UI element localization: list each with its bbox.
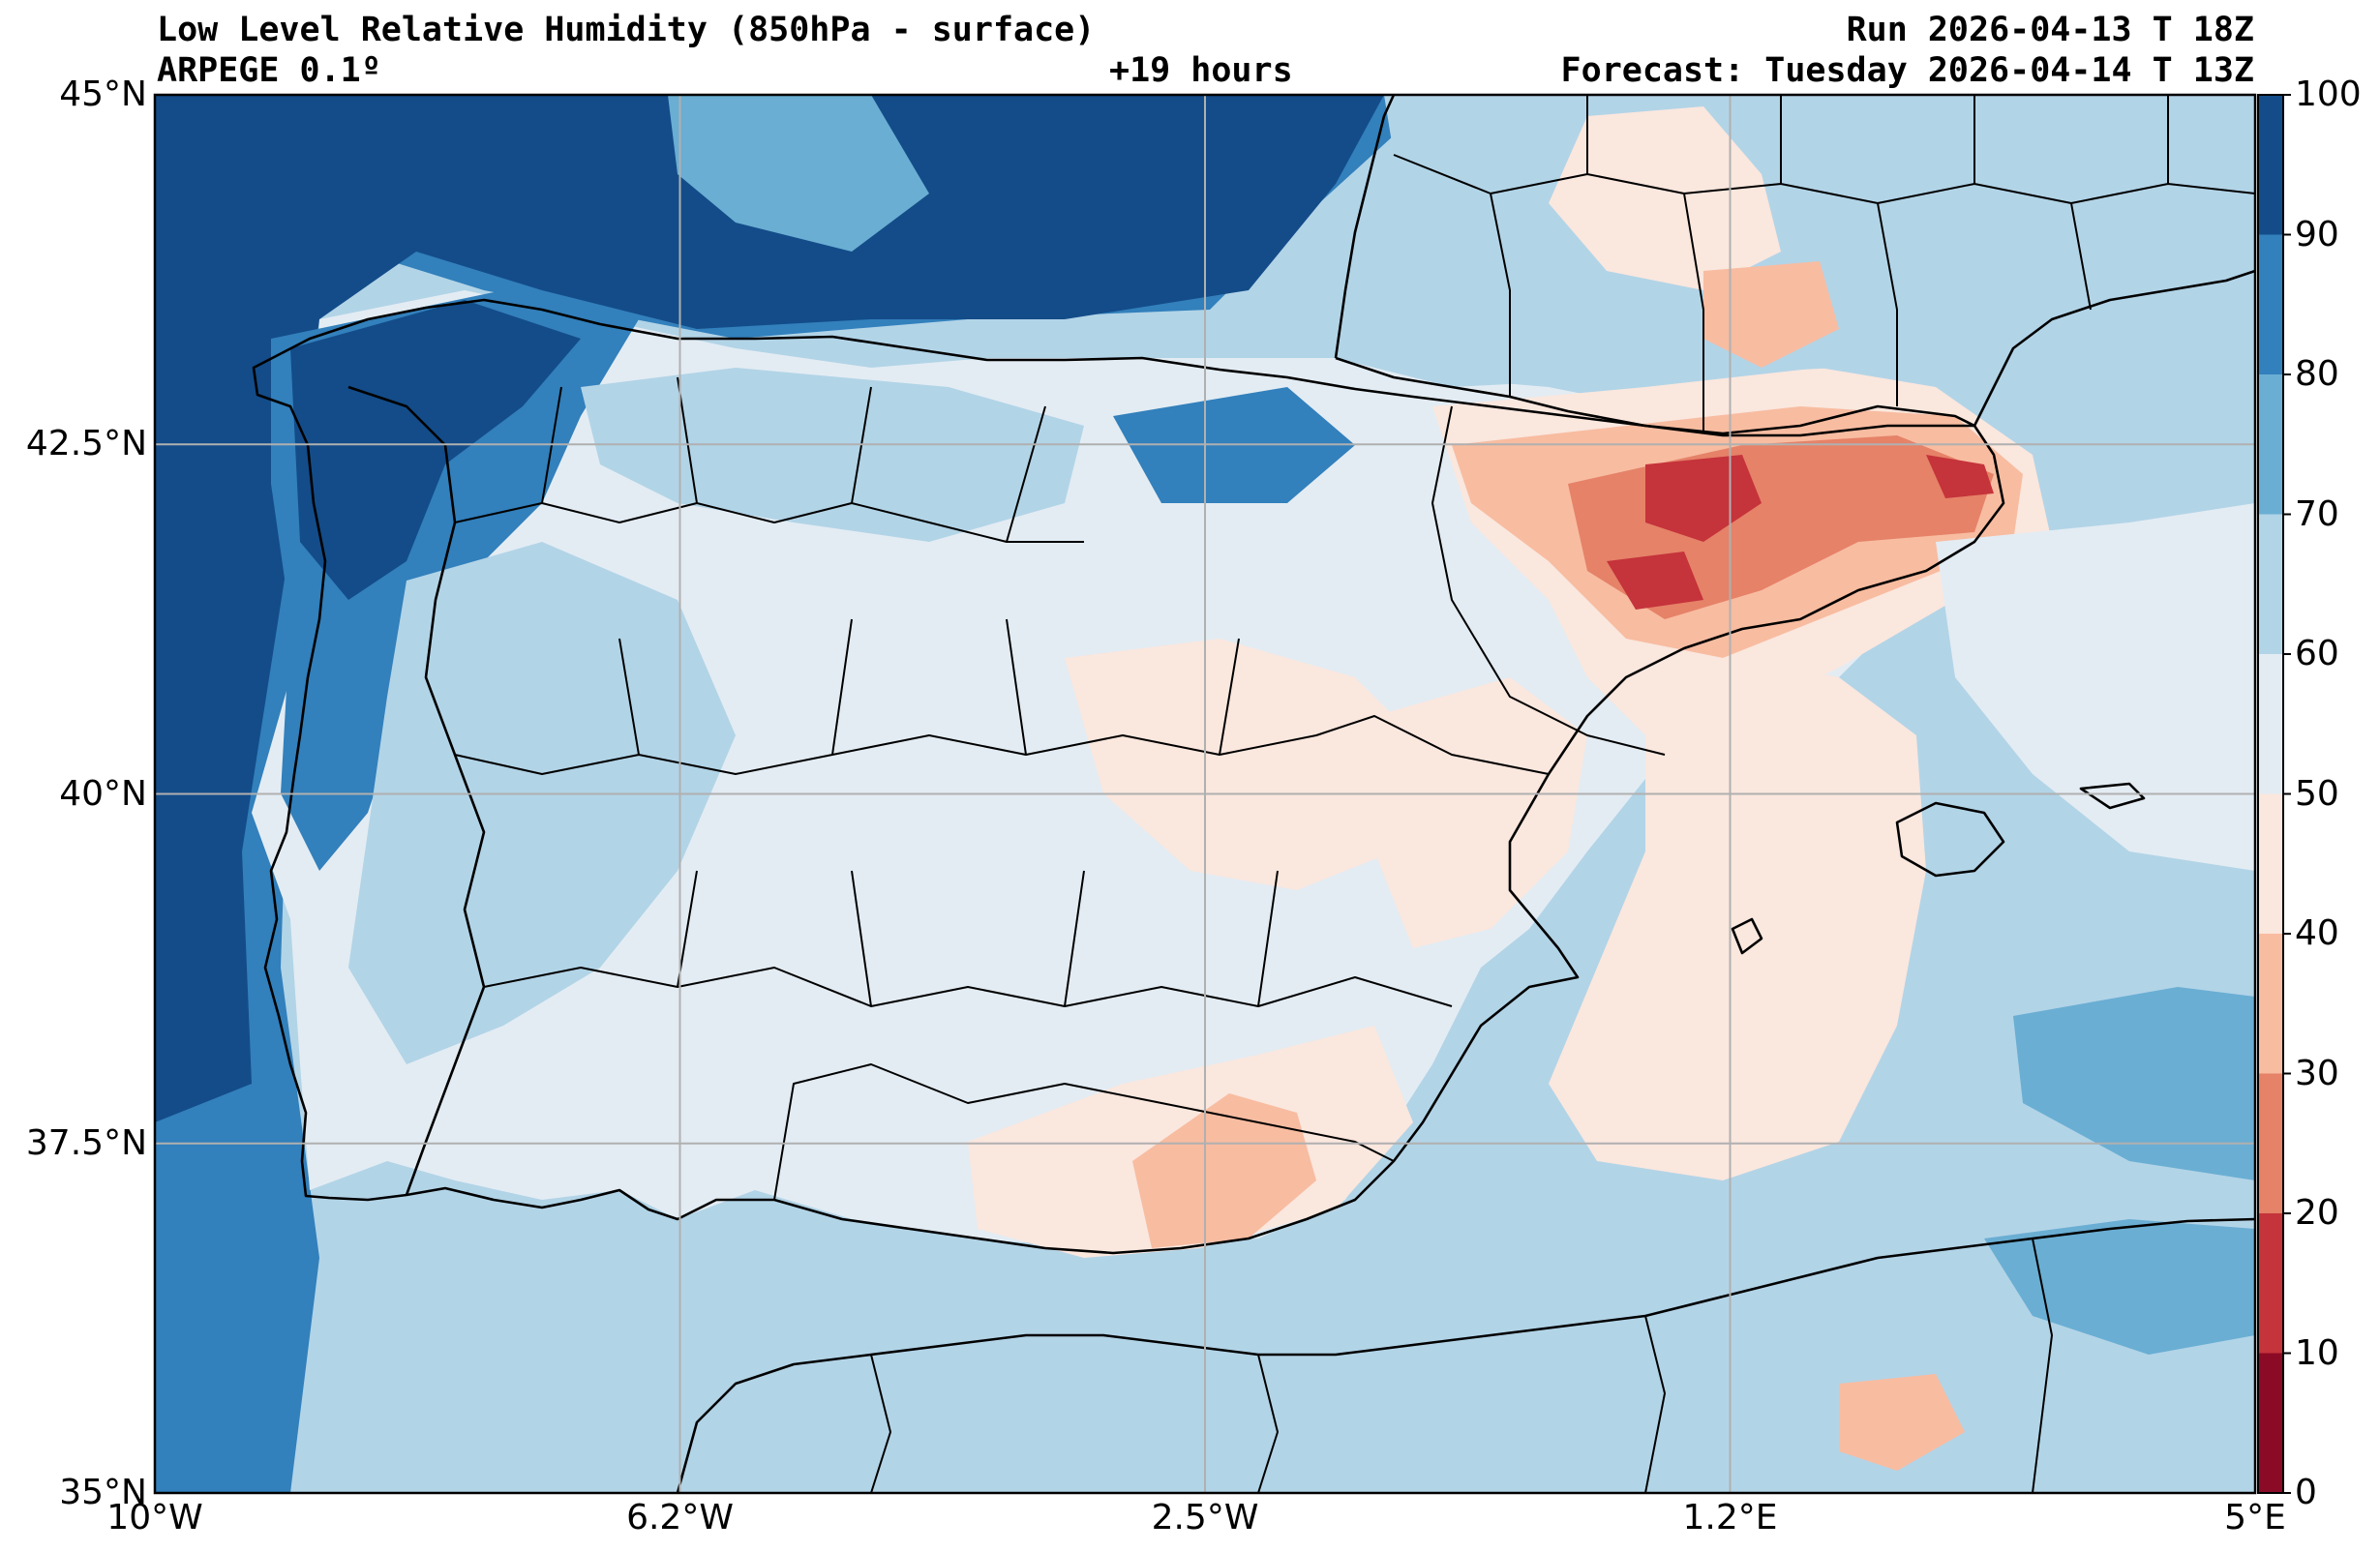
colorbar-tick-label: 20 <box>2295 1193 2339 1233</box>
france-spain-border <box>1335 356 1975 435</box>
colorbar-tick-label: 50 <box>2295 773 2339 814</box>
region-borders <box>454 376 1666 1201</box>
lat-tick-label: 42.5°N <box>25 424 147 464</box>
colorbar-segment <box>2258 95 2283 235</box>
north-africa-borders <box>870 1238 2053 1493</box>
southeast-drier <box>1132 1093 1316 1248</box>
colorbar-segment <box>2258 1073 2283 1213</box>
catalonia-core <box>1926 455 1994 498</box>
iberia-coastline <box>252 298 2005 1255</box>
colorbar-segment <box>2258 934 2283 1074</box>
colorbar-tick-label: 90 <box>2295 214 2339 254</box>
west-moderate-humid <box>348 542 736 1064</box>
lon-tick-label: 2.5°W <box>1151 1498 1259 1537</box>
lon-tick-label: 10°W <box>106 1498 203 1537</box>
northeast-core-2 <box>1607 552 1703 610</box>
lat-tick-label: 45°N <box>59 75 147 114</box>
colorbar-segment <box>2258 1353 2283 1493</box>
colorbar-tick-label: 60 <box>2295 634 2339 673</box>
north-africa-humid <box>1984 1219 2255 1355</box>
colorbar-segment <box>2258 514 2283 654</box>
lon-tick-label: 6.2°W <box>626 1498 734 1537</box>
lat-tick-label: 37.5°N <box>25 1122 147 1163</box>
lead-time-label: +19 hours <box>1109 51 1293 90</box>
colorbar-segment <box>2258 234 2283 374</box>
northeast-core <box>1645 455 1762 542</box>
biscay-dry-patch <box>668 95 929 252</box>
eastern-sea-humid <box>2013 987 2255 1180</box>
map-title: Low Level Relative Humidity (850hPa - su… <box>157 11 1096 49</box>
north-africa-dry <box>1839 1374 1965 1471</box>
mallorca <box>1895 801 2005 878</box>
colorbar-segment <box>2258 793 2283 934</box>
colorbar-tick-label: 70 <box>2295 493 2339 534</box>
colorbar-tick-label: 40 <box>2295 913 2339 953</box>
colorbar-tick-label: 10 <box>2295 1332 2339 1373</box>
colorbar-tick-label: 0 <box>2295 1473 2317 1512</box>
levante-dry-patch <box>1374 677 1587 948</box>
forecast-label: Forecast: Tuesday 2026-04-14 T 13Z <box>1560 51 2254 90</box>
central-dry-patch <box>1065 639 1432 890</box>
lon-tick-label: 1.2°E <box>1682 1498 1778 1537</box>
galicia-very-humid <box>290 300 581 600</box>
colorbar-tick-label: 80 <box>2295 354 2339 394</box>
france-dry-patch <box>1549 106 1781 290</box>
colorbar-tick-label: 100 <box>2295 75 2362 114</box>
colorbar-segment <box>2258 1213 2283 1354</box>
colorbar-segment <box>2258 374 2283 515</box>
run-label: Run 2026-04-13 T 18Z <box>1846 11 2254 49</box>
biscay-very-humid <box>155 95 1384 1122</box>
lon-tick-label: 5°E <box>2224 1498 2286 1537</box>
france-coastline <box>1334 95 1396 359</box>
colorbar-tick-label: 30 <box>2295 1053 2339 1093</box>
menorca <box>2079 782 2146 810</box>
france-dry-patch-2 <box>1703 261 1839 368</box>
cantabrian-moderate-humid <box>581 368 1084 542</box>
france-med-coastline <box>1973 269 2255 427</box>
map-frame <box>153 93 2257 1495</box>
model-label: ARPEGE 0.1º <box>157 51 381 90</box>
ibiza <box>1731 917 1763 955</box>
lat-tick-label: 40°N <box>59 773 147 814</box>
colorbar-segment <box>2258 654 2283 794</box>
mediterranean-dry-tongue <box>1549 658 1926 1180</box>
lat-tick-label: 35°N <box>59 1473 147 1512</box>
north-africa-coastline <box>676 1217 2255 1493</box>
graticule <box>155 95 2255 1493</box>
balearic-sea-light <box>1936 503 2255 871</box>
colorbar <box>2257 94 2291 1494</box>
france-regions <box>1393 95 2255 433</box>
